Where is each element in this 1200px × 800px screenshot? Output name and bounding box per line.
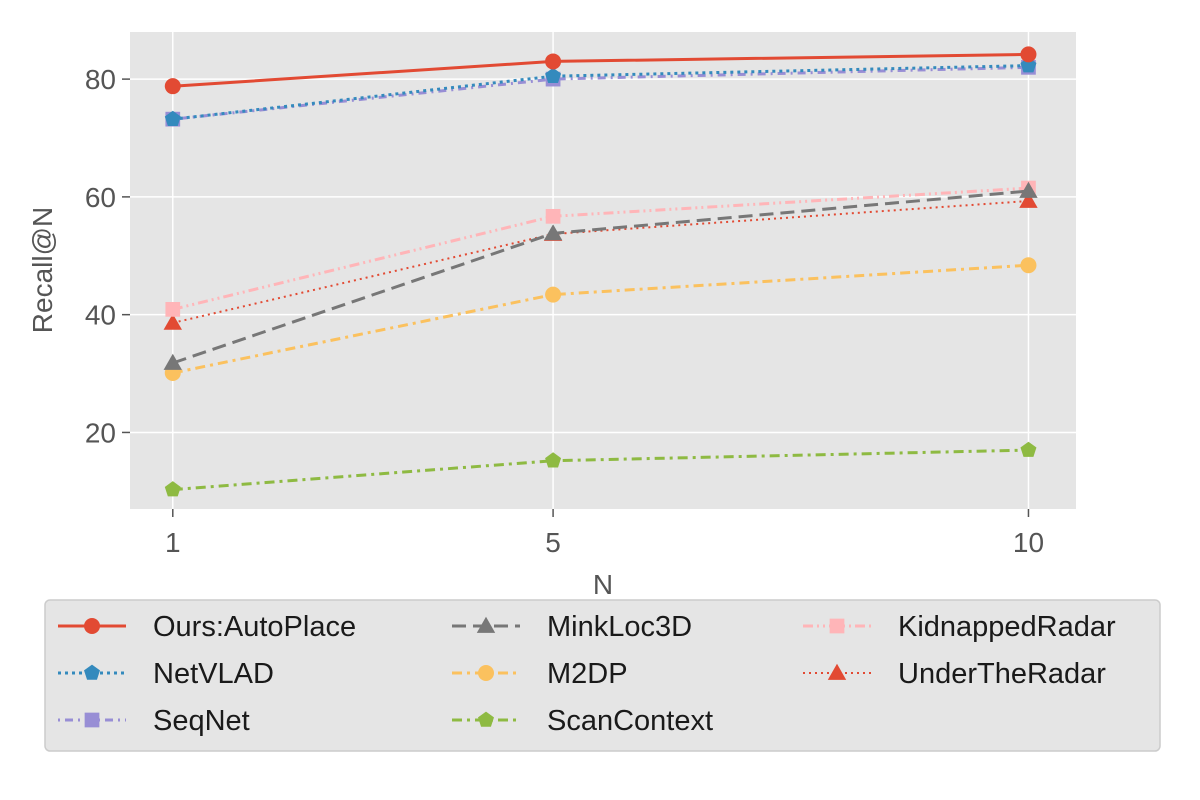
legend-label: ScanContext [547,705,713,737]
legend: Ours:AutoPlace NetVLAD SeqNet MinkLoc3D M2DP… [44,599,1161,752]
legend-label: Ours:AutoPlace [153,611,356,643]
x-tick-label: 10 [1013,527,1044,558]
series-minkloc3d [163,181,1038,370]
x-tick-label: 1 [165,527,181,558]
data-point [1020,46,1037,63]
legend-marker [84,712,100,728]
legend-marker [478,711,494,727]
axis-ticks: 20 40 60 80 1 5 10 [85,64,1044,558]
data-point [163,353,182,370]
legend-marker [476,616,496,633]
legend-label: M2DP [547,658,628,690]
legend-entry: M2DP [452,658,628,690]
series-scancontext [164,441,1037,497]
legend-marker [827,663,847,680]
data-point [545,208,561,224]
series-ours-autoplace [164,46,1037,95]
y-tick-label: 20 [85,417,116,448]
legend-entry: UnderTheRadar [803,658,1106,690]
legend-label: SeqNet [153,705,250,737]
data-point [163,313,182,330]
legend-marker [478,665,494,681]
legend-box [44,599,1161,752]
data-point [165,302,181,317]
data-point [545,452,562,468]
series-line [172,64,1029,121]
series-line [172,263,1029,375]
legend-label: UnderTheRadar [898,658,1106,690]
data-point [164,481,181,497]
x-tick-label: 5 [545,527,561,558]
legend-label: NetVLAD [153,658,274,690]
legend-marker [84,618,100,634]
legend-entry: Ours:AutoPlace [58,611,356,643]
legend-label: MinkLoc3D [547,611,692,643]
legend-marker [829,618,845,634]
legend-label: KidnappedRadar [898,611,1116,643]
legend-marker [84,664,100,680]
y-tick-label: 40 [85,300,116,331]
data-point [545,286,562,303]
legend-entry: SeqNet [58,705,250,737]
data-point [1019,181,1038,198]
x-axis-label: N [593,569,613,600]
data-point [1020,257,1037,274]
legend-entry: ScanContext [452,705,713,737]
data-point [543,224,563,241]
data-point [164,110,181,126]
data-point [545,67,562,83]
data-point [545,53,562,70]
data-point [1020,441,1037,457]
series-kidnappedradar [165,180,1036,317]
plot-background [130,32,1076,509]
y-tick-label: 80 [85,64,116,95]
y-axis-label: Recall@N [27,207,58,333]
y-tick-label: 60 [85,182,116,213]
data-point [164,78,181,95]
series-group [163,46,1038,497]
legend-entry: MinkLoc3D [452,611,692,643]
legend-entry: NetVLAD [58,658,274,690]
series-line [172,448,1029,492]
legend-items: Ours:AutoPlace NetVLAD SeqNet MinkLoc3D M2DP… [58,611,1116,737]
data-point [1019,191,1038,208]
legend-entry: KidnappedRadar [803,611,1116,643]
